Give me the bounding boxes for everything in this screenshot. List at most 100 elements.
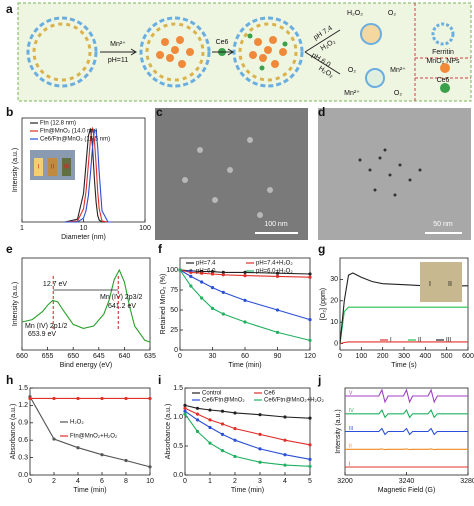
data-point (200, 296, 204, 300)
x-axis-label: Diameter (nm) (61, 234, 106, 241)
x-tick-label: 10 (146, 478, 154, 485)
x-tick-label: 600 (462, 353, 474, 360)
x-tick-label: 1 (20, 225, 24, 232)
legend-label: H₂O₂ (70, 420, 84, 426)
panel-label: j (317, 373, 321, 387)
trace-label: III (349, 426, 353, 432)
x-tick-label: 300 (398, 353, 410, 360)
data-point (243, 270, 247, 274)
data-point (189, 274, 193, 278)
data-point (100, 396, 104, 401)
y-tick-label: 100 (166, 267, 178, 274)
x-tick-label: 100 (355, 353, 367, 360)
y-tick-label: 1.5 (173, 385, 183, 392)
data-point (308, 275, 312, 279)
data-point (210, 286, 215, 290)
x-tick-label: 4 (283, 478, 287, 485)
panel-label: i (158, 373, 161, 387)
particle (360, 23, 382, 45)
legend-label: pH=7.4+H₂O₂ (256, 261, 293, 267)
scheme-art (26, 16, 304, 88)
data-point (52, 396, 56, 401)
inset-label: III (64, 165, 69, 171)
trace-label: IV (349, 408, 354, 414)
data-point (124, 396, 128, 401)
data-point (221, 270, 225, 274)
data-point (308, 457, 312, 461)
label: O₂ (394, 90, 402, 97)
ferritin-icon (431, 22, 455, 46)
x-tick-label: 635 (144, 353, 156, 360)
series-line (29, 396, 151, 468)
x-tick-label: 90 (274, 353, 282, 360)
x-tick-label: 3240 (399, 478, 415, 485)
trace-label: II (349, 444, 352, 450)
tem-image (318, 108, 471, 240)
x-tick-label: 3200 (337, 478, 353, 485)
y-tick-label: 75 (170, 287, 178, 294)
x-tick-label: 2 (233, 478, 237, 485)
x-tick-label: 8 (124, 478, 128, 485)
label: pH=11 (108, 57, 128, 64)
y-tick-label: 1.5 (18, 385, 28, 392)
x-axis-label: Time (s) (391, 362, 416, 369)
data-point (308, 443, 312, 447)
annotation: 641.2 eV (108, 303, 136, 310)
data-point (283, 438, 287, 442)
x-axis-label: Time (min) (228, 362, 261, 369)
plot-frame (29, 387, 151, 476)
x-tick-label: 640 (119, 353, 131, 360)
data-point (258, 460, 262, 464)
y-axis-label: Intensity (a.u.) (12, 148, 19, 192)
series-line (345, 409, 468, 419)
panel-label: e (6, 242, 13, 256)
x-axis-label: Magnetic Field (G) (378, 487, 436, 494)
x-tick-label: 10 (80, 225, 88, 232)
y-tick-label: 0 (334, 340, 338, 347)
series-line (179, 269, 311, 278)
data-point (220, 422, 225, 426)
legend-label: Ce6 (437, 77, 450, 84)
particle (365, 68, 385, 88)
legend-label: pH=7.4 (196, 261, 216, 267)
series-line (65, 129, 113, 223)
annotation: 12.7 eV (43, 281, 67, 288)
vial (48, 158, 57, 176)
y-axis-label: [O₂] (ppm) (320, 288, 327, 320)
series-line (179, 269, 311, 321)
trace-label: I (349, 461, 350, 467)
series-line (21, 268, 151, 343)
label: H₂O₂ (347, 10, 363, 17)
inset-photo (420, 262, 462, 302)
series-line (184, 404, 311, 419)
y-axis-label: Retained MnO₂ (%) (160, 274, 167, 335)
x-tick-label: 3280 (460, 478, 474, 485)
x-axis-label: Time (min) (73, 487, 106, 494)
y-tick-label: 1.0 (173, 414, 183, 421)
series-line (345, 448, 468, 451)
panel-label: b (6, 105, 13, 119)
series-line (339, 341, 468, 345)
data-point (275, 274, 280, 278)
data-point (124, 458, 128, 463)
data-point (189, 284, 193, 288)
data-point (233, 427, 237, 431)
panel-label: f (158, 242, 163, 256)
inset-label: II (448, 281, 452, 288)
series-line (64, 128, 113, 223)
data-point (233, 454, 237, 459)
y-tick-label: 0.0 (18, 472, 28, 479)
y-tick-label: 0.9 (18, 420, 28, 427)
y-tick-label: 0.3 (18, 454, 28, 461)
legend-label: Ftn (12.8 nm) (40, 121, 76, 127)
x-tick-label: 4 (76, 478, 80, 485)
data-point (308, 416, 312, 420)
data-point (308, 318, 312, 322)
x-tick-label: 3 (258, 478, 262, 485)
data-point (208, 425, 212, 430)
data-point (210, 306, 215, 310)
plot-frame (21, 257, 151, 351)
mno2-dots (156, 36, 450, 73)
data-point (243, 298, 247, 302)
series-line (64, 127, 113, 223)
